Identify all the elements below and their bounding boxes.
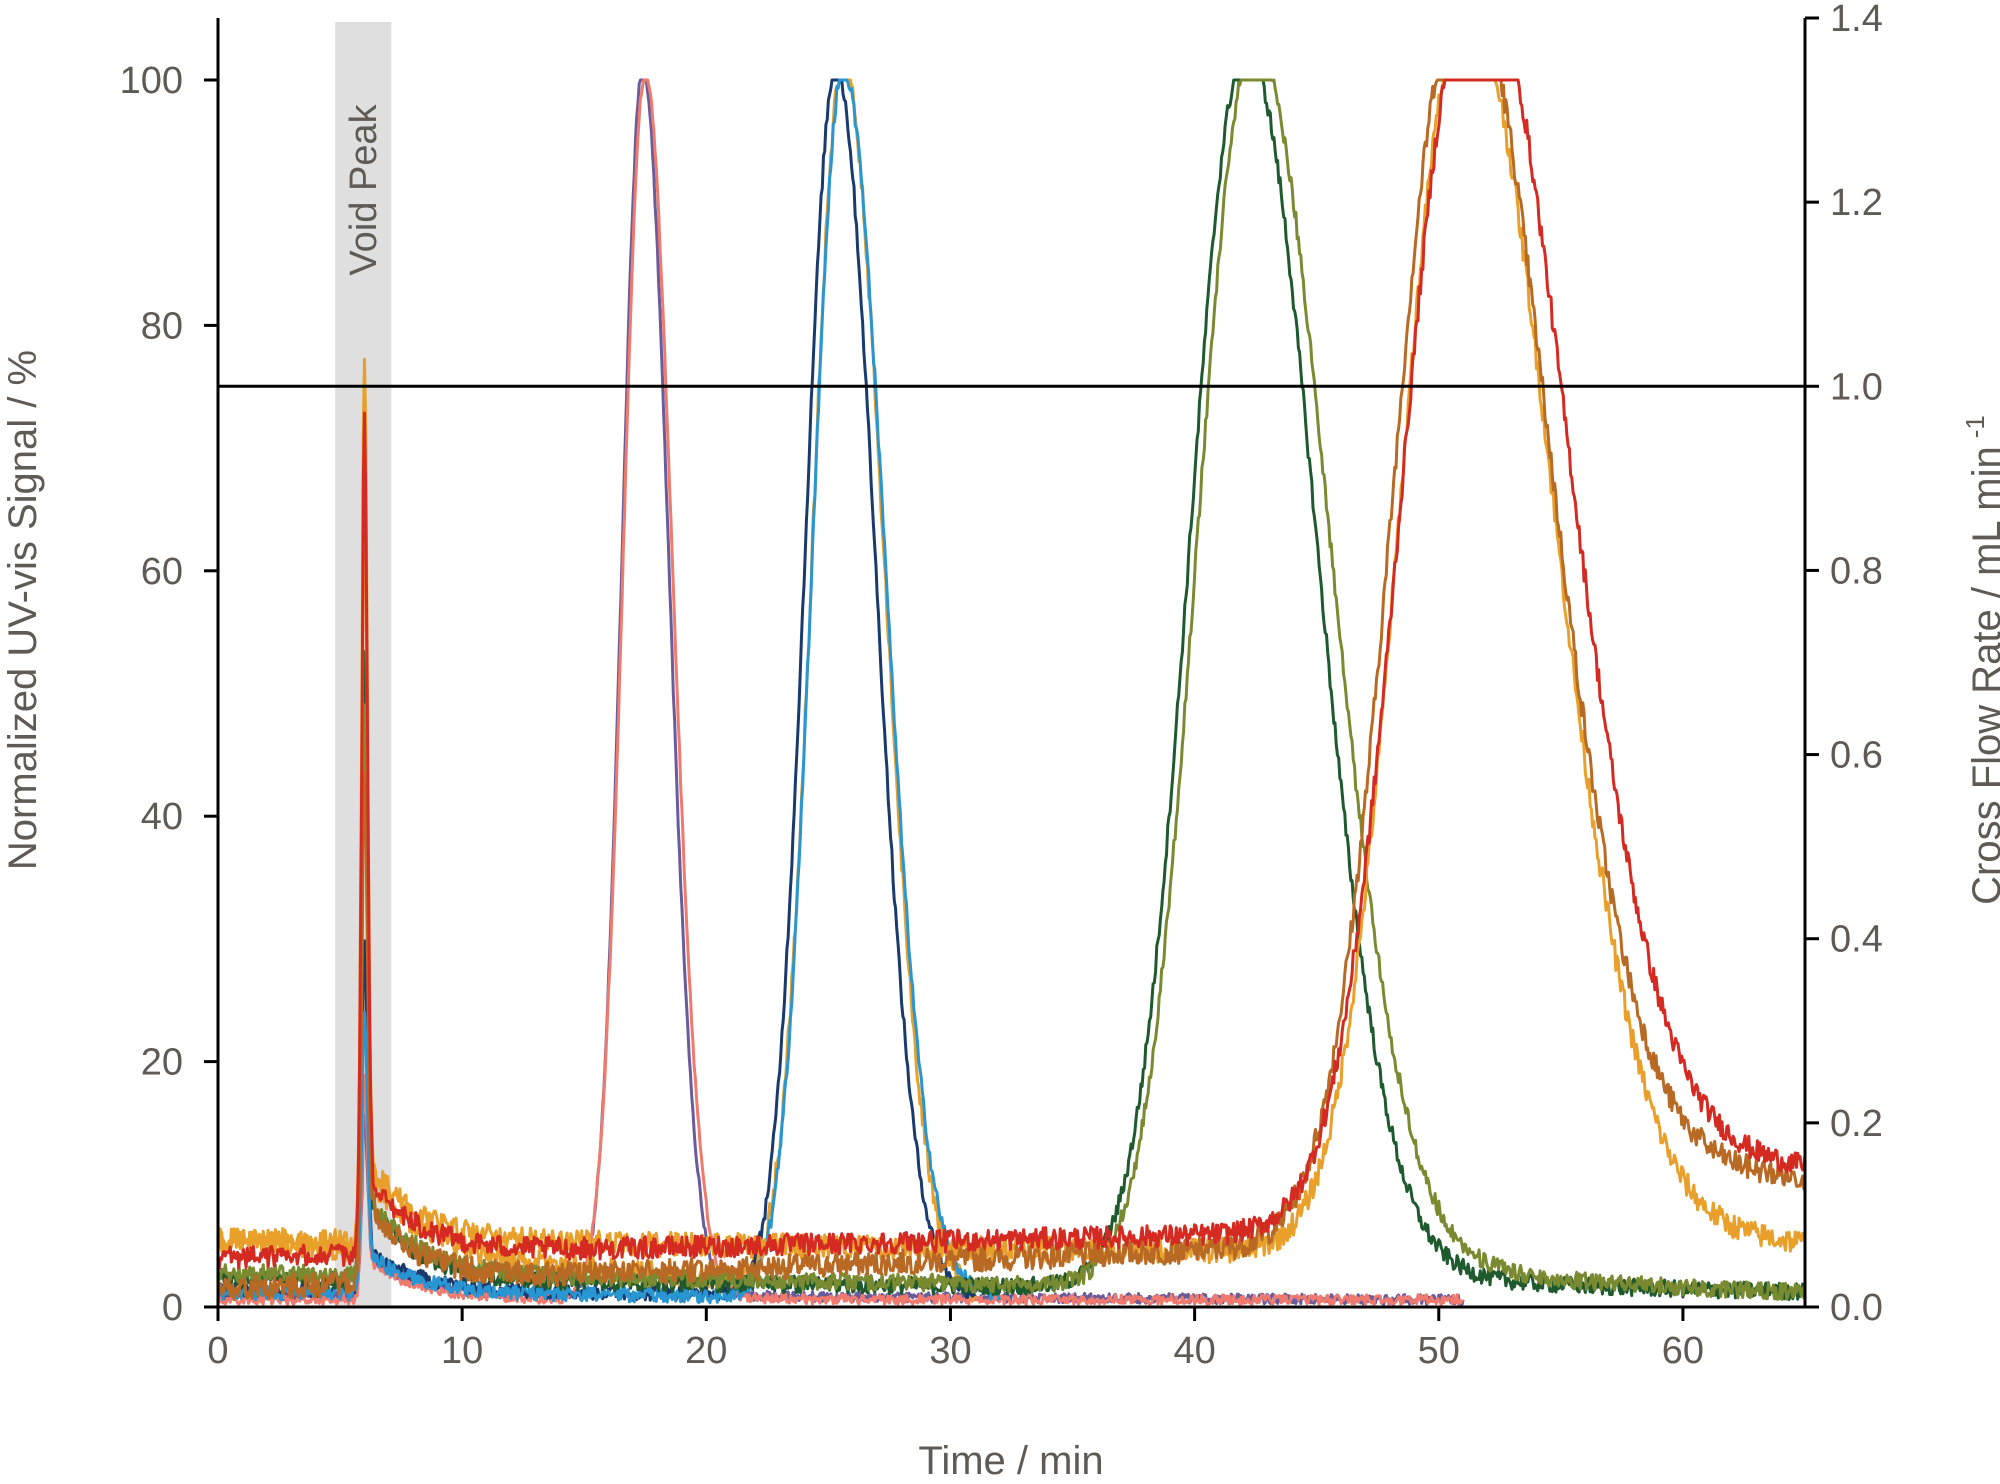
x-tick-label: 60 <box>1662 1330 1704 1372</box>
void-peak-label: Void Peak <box>343 103 385 275</box>
series-line-peak-42-b <box>216 78 1807 1301</box>
x-tick-label: 10 <box>441 1330 483 1372</box>
y2-tick-label: 1.4 <box>1830 0 1883 40</box>
y2-tick-label: 0.0 <box>1830 1287 1883 1329</box>
y2-tick-label: 0.8 <box>1830 550 1883 592</box>
y2-tick-label: 1.0 <box>1830 366 1883 408</box>
series-layer <box>216 78 1807 1306</box>
x-tick-label: 30 <box>929 1330 971 1372</box>
y-axis-title: Normalized UV-vis Signal / % <box>1 350 45 870</box>
y-tick-label: 80 <box>141 305 183 347</box>
y-tick-label: 0 <box>162 1287 183 1329</box>
y2-tick-label: 0.4 <box>1830 919 1883 961</box>
series-line-peak-42-a <box>216 78 1807 1301</box>
x-tick-label: 0 <box>207 1330 228 1372</box>
y2-axis-title-superscript: -1 <box>1960 415 1990 438</box>
series-line-peak-51-a <box>216 78 1807 1265</box>
x-tick-label: 20 <box>685 1330 727 1372</box>
series-line-peak-51-b <box>216 78 1807 1302</box>
series-line-peak-51-c <box>216 78 1807 1271</box>
y-tick-label: 60 <box>141 551 183 593</box>
x-tick-label: 40 <box>1173 1330 1215 1372</box>
y2-axis-title: Cross Flow Rate / mL min -1 <box>1960 415 2000 905</box>
series-line-peak-17-b <box>216 78 1465 1306</box>
y-tick-label: 40 <box>141 796 183 838</box>
series-line-peak-25-b <box>216 78 977 1303</box>
y-tick-label: 100 <box>120 60 183 102</box>
y2-tick-label: 0.2 <box>1830 1103 1883 1145</box>
x-axis-title: Time / min <box>918 1439 1103 1483</box>
series-line-peak-17-a <box>216 78 1465 1306</box>
y2-tick-label: 1.2 <box>1830 182 1883 224</box>
axes: 0 10 20 30 40 50 60 0 20 40 60 80 100 0.0 0.2 0.4 0.6 0.8… <box>120 0 1883 1372</box>
series-line-peak-25-c <box>216 78 1001 1305</box>
y-tick-label: 20 <box>141 1042 183 1084</box>
y2-axis-title-text: Cross Flow Rate / mL min <box>1965 446 2000 905</box>
y2-tick-label: 0.6 <box>1830 735 1883 777</box>
series-line-peak-25-a <box>216 78 977 1303</box>
y2-axis-title-group: Cross Flow Rate / mL min -1 <box>1960 415 2000 905</box>
x-tick-label: 50 <box>1418 1330 1460 1372</box>
